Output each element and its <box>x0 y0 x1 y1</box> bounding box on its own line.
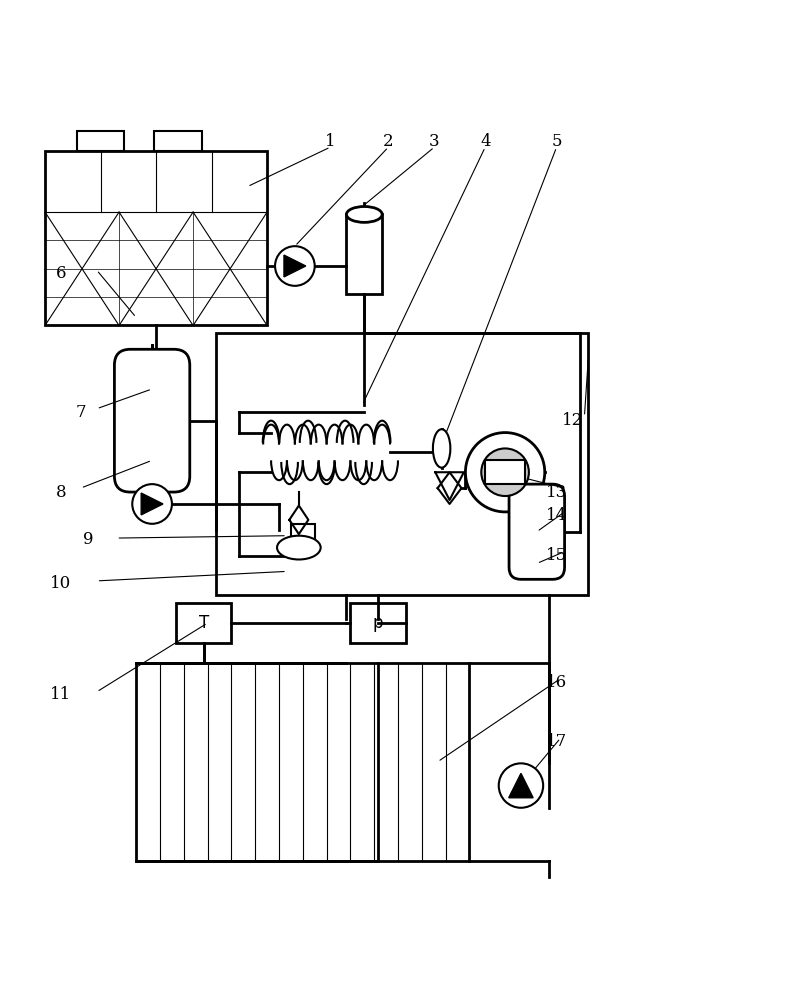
Text: 15: 15 <box>546 547 568 564</box>
Ellipse shape <box>346 207 382 222</box>
Circle shape <box>482 448 529 496</box>
Ellipse shape <box>277 536 321 559</box>
Bar <box>216 333 588 595</box>
Circle shape <box>275 246 314 286</box>
Bar <box>45 151 267 325</box>
Bar <box>154 131 202 151</box>
Text: 5: 5 <box>552 133 562 150</box>
Bar <box>291 524 314 544</box>
Polygon shape <box>141 493 163 515</box>
Text: 11: 11 <box>50 686 72 703</box>
Text: 6: 6 <box>56 265 66 282</box>
Circle shape <box>499 763 543 808</box>
Text: 13: 13 <box>546 484 568 501</box>
FancyBboxPatch shape <box>115 349 189 492</box>
Bar <box>350 603 406 643</box>
Text: 2: 2 <box>383 133 394 150</box>
Text: 3: 3 <box>429 133 440 150</box>
Text: T: T <box>198 614 209 632</box>
Text: 1: 1 <box>326 133 336 150</box>
Bar <box>346 214 382 294</box>
Text: 17: 17 <box>546 733 568 750</box>
Text: 14: 14 <box>546 507 568 524</box>
Text: p: p <box>373 614 384 632</box>
Polygon shape <box>509 773 533 798</box>
Bar <box>136 663 470 861</box>
Text: 16: 16 <box>546 674 568 691</box>
Text: 8: 8 <box>56 484 66 501</box>
Text: 9: 9 <box>84 531 94 548</box>
Text: 7: 7 <box>76 404 86 421</box>
Text: 4: 4 <box>480 133 490 150</box>
Polygon shape <box>284 255 306 277</box>
Bar <box>263 413 390 492</box>
FancyBboxPatch shape <box>509 484 564 579</box>
Circle shape <box>466 433 544 512</box>
Bar <box>76 131 124 151</box>
Ellipse shape <box>433 429 451 468</box>
Circle shape <box>132 484 172 524</box>
Bar <box>486 460 525 484</box>
Text: 10: 10 <box>50 575 72 592</box>
Text: 12: 12 <box>562 412 583 429</box>
Bar <box>176 603 232 643</box>
